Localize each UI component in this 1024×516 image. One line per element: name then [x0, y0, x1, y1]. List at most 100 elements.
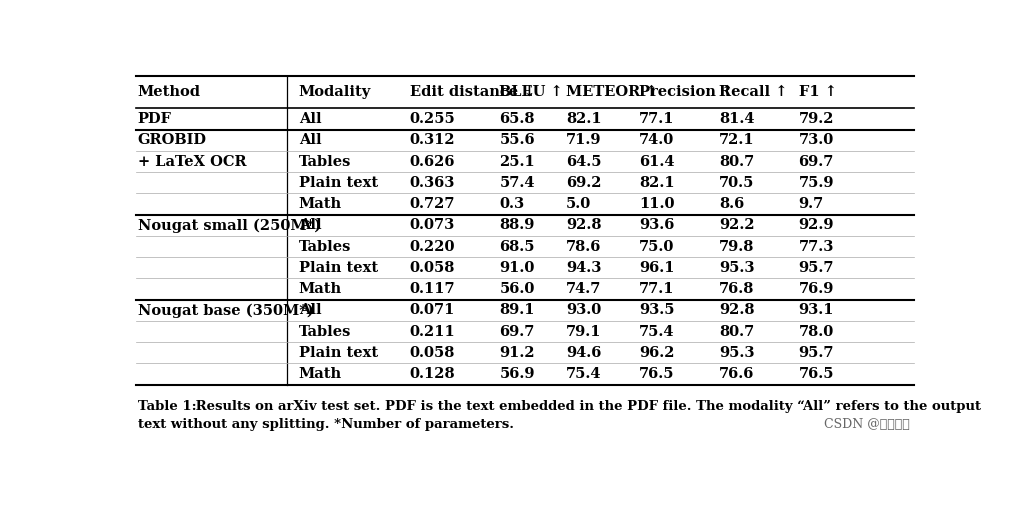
Text: 0.071: 0.071	[410, 303, 455, 317]
Text: Nougat small (250M*): Nougat small (250M*)	[137, 218, 321, 233]
Text: Tables: Tables	[299, 239, 351, 253]
Text: 74.7: 74.7	[566, 282, 601, 296]
Text: Method: Method	[137, 85, 201, 99]
Text: 0.211: 0.211	[410, 325, 456, 338]
Text: 76.5: 76.5	[799, 367, 835, 381]
Text: All: All	[299, 133, 322, 147]
Text: 75.9: 75.9	[799, 176, 835, 190]
Text: Table 1:: Table 1:	[137, 400, 197, 413]
Text: Tables: Tables	[299, 325, 351, 338]
Text: 5.0: 5.0	[566, 197, 591, 211]
Text: 81.4: 81.4	[719, 112, 755, 126]
Text: 76.5: 76.5	[639, 367, 675, 381]
Text: + LaTeX OCR: + LaTeX OCR	[137, 155, 246, 169]
Text: 79.1: 79.1	[566, 325, 601, 338]
Text: 95.7: 95.7	[799, 261, 835, 275]
Text: All: All	[299, 218, 322, 232]
Text: 94.3: 94.3	[566, 261, 601, 275]
Text: All: All	[299, 112, 322, 126]
Text: 80.7: 80.7	[719, 325, 755, 338]
Text: 11.0: 11.0	[639, 197, 675, 211]
Text: 8.6: 8.6	[719, 197, 744, 211]
Text: 55.6: 55.6	[500, 133, 535, 147]
Text: 0.3: 0.3	[500, 197, 524, 211]
Text: 73.0: 73.0	[799, 133, 834, 147]
Text: 79.2: 79.2	[799, 112, 835, 126]
Text: Modality: Modality	[299, 85, 371, 99]
Text: Plain text: Plain text	[299, 176, 378, 190]
Text: 71.9: 71.9	[566, 133, 601, 147]
Text: 92.9: 92.9	[799, 218, 835, 232]
Text: 95.3: 95.3	[719, 261, 755, 275]
Text: 75.0: 75.0	[639, 239, 675, 253]
Text: 69.7: 69.7	[500, 325, 535, 338]
Text: 96.1: 96.1	[639, 261, 675, 275]
Text: 76.6: 76.6	[719, 367, 755, 381]
Text: Plain text: Plain text	[299, 261, 378, 275]
Text: 80.7: 80.7	[719, 155, 755, 169]
Text: 91.2: 91.2	[500, 346, 535, 360]
Text: 64.5: 64.5	[566, 155, 601, 169]
Text: 95.3: 95.3	[719, 346, 755, 360]
Text: 92.2: 92.2	[719, 218, 755, 232]
Text: 69.7: 69.7	[799, 155, 834, 169]
Text: 76.8: 76.8	[719, 282, 755, 296]
Text: 9.7: 9.7	[799, 197, 824, 211]
Text: Results on arXiv test set. PDF is the text embedded in the PDF file. The modalit: Results on arXiv test set. PDF is the te…	[191, 400, 981, 413]
Text: 92.8: 92.8	[719, 303, 755, 317]
Text: 93.6: 93.6	[639, 218, 675, 232]
Text: 61.4: 61.4	[639, 155, 675, 169]
Text: 0.312: 0.312	[410, 133, 456, 147]
Text: 69.2: 69.2	[566, 176, 601, 190]
Text: 75.4: 75.4	[639, 325, 675, 338]
Text: Math: Math	[299, 367, 342, 381]
Text: 92.8: 92.8	[566, 218, 601, 232]
Text: 25.1: 25.1	[500, 155, 536, 169]
Text: 0.363: 0.363	[410, 176, 455, 190]
Text: 79.8: 79.8	[719, 239, 755, 253]
Text: 77.1: 77.1	[639, 112, 675, 126]
Text: 72.1: 72.1	[719, 133, 755, 147]
Text: CSDN @大伟先生: CSDN @大伟先生	[824, 418, 909, 431]
Text: Edit distance ↓: Edit distance ↓	[410, 85, 536, 99]
Text: 0.255: 0.255	[410, 112, 456, 126]
Text: 75.4: 75.4	[566, 367, 601, 381]
Text: 0.058: 0.058	[410, 346, 455, 360]
Text: METEOR ↑: METEOR ↑	[566, 85, 657, 99]
Text: 76.9: 76.9	[799, 282, 834, 296]
Text: 74.0: 74.0	[639, 133, 675, 147]
Text: 93.1: 93.1	[799, 303, 835, 317]
Text: 57.4: 57.4	[500, 176, 535, 190]
Text: 65.8: 65.8	[500, 112, 535, 126]
Text: 70.5: 70.5	[719, 176, 755, 190]
Text: 56.9: 56.9	[500, 367, 535, 381]
Text: F1 ↑: F1 ↑	[799, 85, 837, 99]
Text: 0.727: 0.727	[410, 197, 456, 211]
Text: Nougat base (350M*): Nougat base (350M*)	[137, 303, 313, 317]
Text: BLEU ↑: BLEU ↑	[500, 85, 563, 99]
Text: 95.7: 95.7	[799, 346, 835, 360]
Text: 56.0: 56.0	[500, 282, 535, 296]
Text: 94.6: 94.6	[566, 346, 601, 360]
Text: 96.2: 96.2	[639, 346, 675, 360]
Text: 89.1: 89.1	[500, 303, 535, 317]
Text: 0.128: 0.128	[410, 367, 456, 381]
Text: 88.9: 88.9	[500, 218, 535, 232]
Text: 68.5: 68.5	[500, 239, 535, 253]
Text: All: All	[299, 303, 322, 317]
Text: 91.0: 91.0	[500, 261, 535, 275]
Text: Precision ↑: Precision ↑	[639, 85, 733, 99]
Text: 77.3: 77.3	[799, 239, 834, 253]
Text: 77.1: 77.1	[639, 282, 675, 296]
Text: 78.6: 78.6	[566, 239, 601, 253]
Text: 0.117: 0.117	[410, 282, 456, 296]
Text: 0.626: 0.626	[410, 155, 456, 169]
Text: 93.0: 93.0	[566, 303, 601, 317]
Text: 0.058: 0.058	[410, 261, 455, 275]
Text: Math: Math	[299, 282, 342, 296]
Text: 0.073: 0.073	[410, 218, 455, 232]
Text: 0.220: 0.220	[410, 239, 456, 253]
Text: Plain text: Plain text	[299, 346, 378, 360]
Text: Recall ↑: Recall ↑	[719, 85, 787, 99]
Text: GROBID: GROBID	[137, 133, 207, 147]
